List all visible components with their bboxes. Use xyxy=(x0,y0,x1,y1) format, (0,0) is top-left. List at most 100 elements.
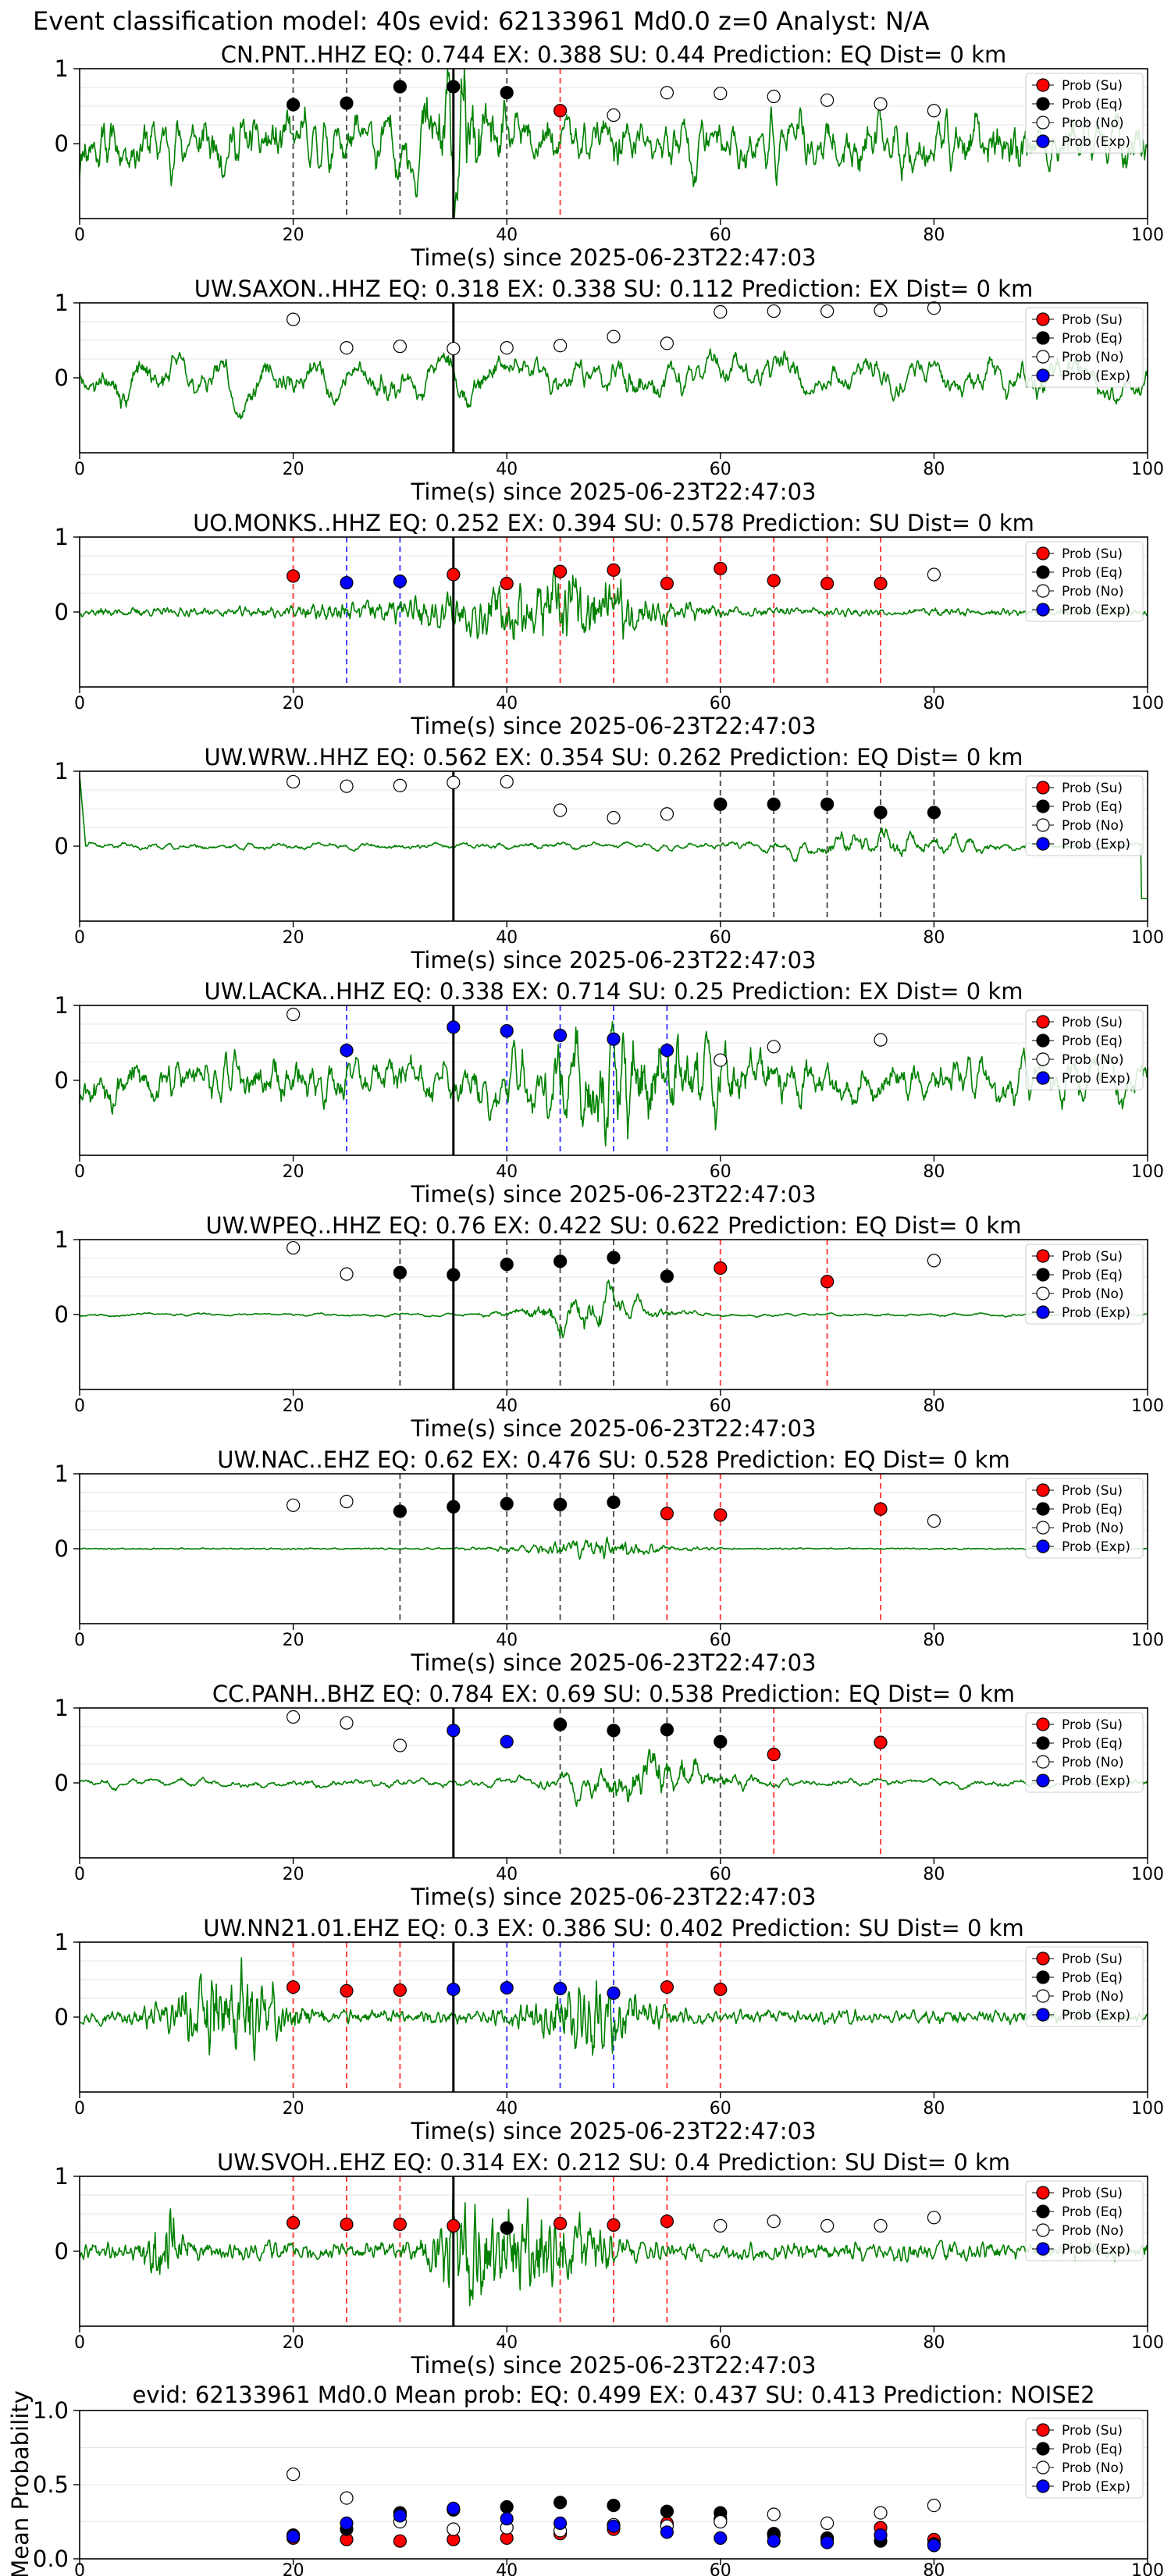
x-tick-label: 20 xyxy=(283,1631,304,1650)
station-panel-4: UW.WRW..HHZ EQ: 0.562 EX: 0.354 SU: 0.26… xyxy=(55,744,1164,973)
legend-marker-no xyxy=(1036,1286,1050,1300)
legend-marker-eq xyxy=(1036,1268,1050,1282)
legend-marker-su xyxy=(1036,1483,1050,1497)
x-tick-label: 100 xyxy=(1131,2561,1164,2576)
prob-point-no xyxy=(820,93,835,107)
prob-point-no xyxy=(767,2215,781,2229)
x-tick-label: 60 xyxy=(710,1162,731,1182)
prob-point-exp xyxy=(660,1043,674,1058)
legend-label-no: Prob (No) xyxy=(1062,1286,1124,1302)
panel-title: UW.SVOH..EHZ EQ: 0.314 EX: 0.212 SU: 0.4… xyxy=(217,2149,1010,2176)
prob-point-no xyxy=(927,568,941,582)
mean-prob-point-exp xyxy=(500,2512,514,2526)
x-tick-label: 0 xyxy=(74,694,85,713)
x-tick-label: 80 xyxy=(923,226,945,245)
prob-point-no xyxy=(660,86,674,100)
prob-point-su xyxy=(340,1984,354,1998)
mean-prob-point-no xyxy=(874,2506,888,2520)
prob-point-exp xyxy=(447,1020,461,1034)
prob-point-eq xyxy=(393,1504,408,1518)
legend-label-su: Prob (Su) xyxy=(1062,781,1123,796)
legend: Prob (Su) Prob (Eq) Prob (No) Prob (Exp) xyxy=(1025,73,1144,154)
y-tick-label: 0 xyxy=(55,2004,69,2030)
x-tick-label: 100 xyxy=(1131,1865,1164,1884)
prob-point-eq xyxy=(447,1500,461,1514)
x-tick-label: 20 xyxy=(283,694,304,713)
legend-marker-no xyxy=(1036,2460,1050,2475)
waveform-trace xyxy=(79,567,1148,641)
prob-point-no xyxy=(287,1498,301,1512)
legend-label-exp: Prob (Exp) xyxy=(1062,603,1130,618)
x-tick-label: 0 xyxy=(74,460,85,479)
x-tick-label: 60 xyxy=(710,1397,731,1416)
panel-title: UW.WPEQ..HHZ EQ: 0.76 EX: 0.422 SU: 0.62… xyxy=(206,1212,1022,1239)
x-tick-label: 60 xyxy=(710,1865,731,1884)
prob-point-eq xyxy=(500,1496,514,1511)
x-tick-label: 20 xyxy=(283,1162,304,1182)
legend: Prob (Su) Prob (Eq) Prob (No) Prob (Exp) xyxy=(1025,1478,1144,1559)
prob-point-su xyxy=(660,576,674,591)
prob-point-no xyxy=(447,341,461,356)
prob-point-su xyxy=(340,2217,354,2232)
y-tick-label: 0.0 xyxy=(33,2546,69,2572)
prob-point-eq xyxy=(500,86,514,100)
x-axis-label: Time(s) since 2025-06-23T22:47:03 xyxy=(411,479,817,505)
x-tick-label: 60 xyxy=(710,460,731,479)
legend: Prob (Su) Prob (Eq) Prob (No) Prob (Exp) xyxy=(1025,1712,1144,1793)
prob-point-eq xyxy=(393,80,408,94)
mean-prob-point-exp xyxy=(447,2501,461,2515)
y-tick-label: 0 xyxy=(55,1067,69,1094)
prob-point-su xyxy=(714,1261,728,1276)
prob-point-exp xyxy=(340,575,354,590)
prob-point-no xyxy=(553,803,568,817)
legend-marker-no xyxy=(1036,584,1050,598)
legend-marker-exp xyxy=(1036,2008,1050,2022)
x-tick-label: 20 xyxy=(283,226,304,245)
prob-point-no xyxy=(340,1267,354,1281)
x-tick-label: 0 xyxy=(74,1397,85,1416)
x-tick-label: 80 xyxy=(923,1162,945,1182)
mean-prob-point-no xyxy=(340,2491,354,2505)
waveform-trace xyxy=(79,1957,1148,2062)
x-tick-label: 20 xyxy=(283,2099,304,2119)
legend: Prob (Su) Prob (Eq) Prob (No) Prob (Exp) xyxy=(1025,1244,1144,1325)
x-tick-label: 80 xyxy=(923,694,945,713)
legend-frame xyxy=(1025,2180,1144,2261)
mean-prob-point-exp xyxy=(607,2519,621,2533)
x-axis-label: Time(s) since 2025-06-23T22:47:03 xyxy=(411,2118,817,2144)
prob-point-eq xyxy=(500,1258,514,1272)
figure-suptitle: Event classification model: 40s evid: 62… xyxy=(33,6,930,36)
legend-marker-exp xyxy=(1036,1774,1050,1788)
prob-point-su xyxy=(553,564,568,578)
mean-prob-point-no xyxy=(767,2507,781,2521)
mean-prob-point-no xyxy=(714,2514,728,2529)
legend-marker-exp xyxy=(1036,2242,1050,2256)
prob-point-eq xyxy=(714,797,728,811)
legend-marker-exp xyxy=(1036,1071,1050,1085)
waveform-trace xyxy=(79,348,1148,420)
y-tick-label: 1 xyxy=(55,1226,69,1253)
legend-marker-exp xyxy=(1036,2479,1050,2493)
x-tick-label: 80 xyxy=(923,2099,945,2119)
legend-label-no: Prob (No) xyxy=(1062,1521,1124,1536)
prob-point-no xyxy=(714,2218,728,2233)
x-axis-label: Time(s) since 2025-06-23T22:47:03 xyxy=(411,1181,817,1208)
prob-point-no xyxy=(874,97,888,111)
prob-point-no xyxy=(927,2211,941,2225)
legend-frame xyxy=(1025,775,1144,856)
legend-label-exp: Prob (Exp) xyxy=(1062,1774,1130,1789)
legend-marker-eq xyxy=(1036,97,1050,111)
legend-label-exp: Prob (Exp) xyxy=(1062,2008,1130,2023)
prob-point-su xyxy=(607,563,621,577)
legend-label-su: Prob (Su) xyxy=(1062,78,1123,94)
legend-marker-exp xyxy=(1036,837,1050,851)
x-tick-label: 0 xyxy=(74,226,85,245)
prob-point-no xyxy=(287,1007,301,1022)
mean-prob-point-no xyxy=(927,2499,941,2513)
prob-point-no xyxy=(340,1716,354,1730)
legend-label-exp: Prob (Exp) xyxy=(1062,2479,1130,2495)
x-tick-label: 40 xyxy=(496,1397,518,1416)
station-panel-5: UW.LACKA..HHZ EQ: 0.338 EX: 0.714 SU: 0.… xyxy=(55,978,1164,1208)
x-axis-label: Time(s) since 2025-06-23T22:47:03 xyxy=(411,1884,817,1910)
prob-point-eq xyxy=(287,98,301,112)
